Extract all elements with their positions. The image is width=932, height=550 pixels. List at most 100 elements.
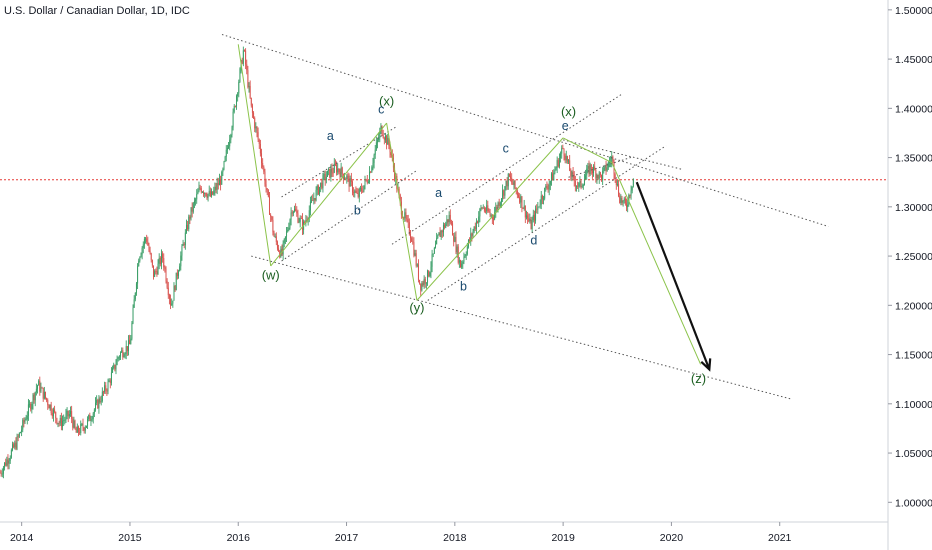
candle-body [398,188,400,195]
candle-body [504,186,506,196]
candle-body [488,211,490,213]
candle-body [568,160,570,162]
candle-body [88,415,90,419]
candle-body [427,270,429,283]
candle-body [315,190,317,201]
candle-body [207,194,209,198]
candle-body [428,270,430,277]
candle-body [179,266,181,272]
dotted-trend-line [251,255,791,400]
candle-body [142,244,144,248]
candle-body [388,137,390,146]
candle-body [317,185,319,195]
candle-body [294,208,296,212]
candle-body [407,219,409,223]
candle-body [330,168,332,178]
forecast-arrow-head [700,358,712,372]
candle-body [298,221,300,223]
candle-body [0,472,1,474]
candle-body [614,174,616,181]
candle-body [105,385,107,391]
candle-body [332,172,334,174]
candle-body [59,418,61,424]
candle-body [575,185,577,187]
wave-label: e [562,119,569,133]
candle-body [494,212,496,220]
candle-body [192,203,194,212]
candle-body [104,385,106,392]
candle-body [619,195,621,203]
candle-body [68,413,70,417]
candle-body [196,194,198,200]
candle-body [230,134,232,140]
candle-body [408,222,410,235]
time-axis[interactable]: 2014 2015 2016 2017 2018 2019 2020 2021 [10,522,792,544]
candle-body [180,255,182,267]
candle-body [60,418,62,427]
candle-body [29,403,31,405]
candle-body [347,175,349,177]
candle-body [452,223,454,236]
candle-body [354,190,356,193]
candle-body [37,385,39,389]
candle-body [309,201,311,211]
candle-body [72,418,74,428]
candle-body [465,254,467,257]
candle-body [206,195,208,198]
candle-body [226,148,228,150]
candle-body [81,423,83,425]
candle-body [32,394,34,405]
candle-body [124,354,126,357]
candle-body [507,173,509,187]
candle-body [579,180,581,184]
candle-body [168,295,170,299]
candle-body [540,195,542,205]
price-axis[interactable]: 1.00000 1.05000 1.10000 1.15000 1.20000 1.250… [888,5,932,509]
wave-label: (y) [409,300,424,315]
candle-body [170,298,172,306]
candle-body [64,419,66,421]
candle-body [506,180,508,187]
candle-body [462,261,464,264]
candle-body [591,170,593,174]
candle-body [564,155,566,161]
candle-body [440,230,442,237]
candle-body [323,173,325,176]
candle-body [570,170,572,177]
candle-body [83,427,85,431]
candle-body [223,161,225,170]
candle-body [63,420,65,422]
candle-body [275,236,277,242]
candle-body [243,50,245,52]
candle-body [532,214,534,221]
candle-body [79,432,81,434]
wave-projection-segment [386,123,418,301]
candle-body [436,237,438,245]
candle-body [415,253,417,266]
candle-body [523,205,525,209]
candle-body [131,323,133,339]
candle-body [485,210,487,212]
candle-body [495,207,497,213]
candle-body [473,226,475,232]
candle-body [135,283,137,293]
candle-body [626,203,628,208]
candle-body [569,160,571,171]
time-tick-label: 2016 [227,532,251,544]
candle-body [389,145,391,153]
candle-body [278,248,280,252]
candle-body [246,64,248,71]
candle-body [450,222,452,224]
candle-body [264,171,266,185]
candle-body [26,415,28,420]
candle-body [85,425,87,428]
candle-body [508,173,510,177]
candle-body [268,196,270,215]
candle-body [489,212,491,215]
candle-body [351,181,353,193]
candle-body [305,220,307,223]
candle-body [98,398,100,409]
wave-projection-segment [237,44,272,266]
candle-body [593,166,595,174]
